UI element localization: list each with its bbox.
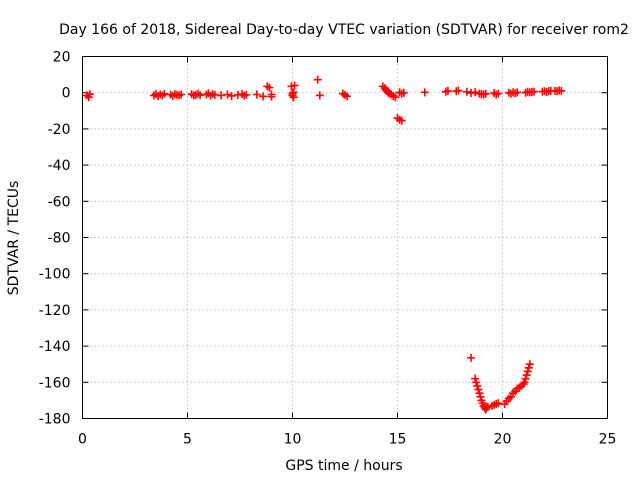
data-point — [467, 353, 475, 362]
x-tick-label: 10 — [284, 432, 302, 448]
data-point — [443, 86, 452, 95]
data-point — [267, 92, 276, 101]
data-point — [85, 90, 94, 99]
data-point — [259, 92, 268, 101]
x-axis-label: GPS time / hours — [285, 458, 402, 474]
data-point — [227, 91, 236, 100]
data-point — [242, 90, 251, 99]
data-point — [265, 83, 274, 92]
y-tick-label: -180 — [39, 412, 71, 428]
y-tick-label: -60 — [48, 194, 71, 210]
y-axis-label: SDTVAR / TECUs — [6, 181, 22, 296]
data-point — [522, 371, 531, 380]
chart-title: Day 166 of 2018, Sidereal Day-to-day VTE… — [59, 22, 629, 38]
data-point — [481, 89, 490, 98]
data-point — [523, 367, 532, 376]
data-point — [391, 93, 400, 102]
data-point — [397, 116, 406, 125]
data-point — [513, 88, 522, 97]
data-point — [399, 88, 408, 97]
x-tick-label: 0 — [78, 432, 87, 448]
y-tick-label: -40 — [48, 158, 71, 174]
data-points — [82, 75, 566, 414]
data-point — [177, 90, 186, 99]
data-point — [420, 88, 429, 97]
data-point — [474, 385, 483, 394]
x-tick-label: 20 — [494, 432, 512, 448]
tick-labels: 0 5 10 15 20 25 20 0 -20 -40 -60 -80 -100 -120 -140 -16… — [39, 50, 617, 448]
data-point — [217, 91, 226, 100]
y-tick-label: -20 — [48, 122, 71, 138]
data-point — [315, 91, 324, 100]
data-point — [473, 381, 482, 390]
y-tick-label: -120 — [39, 303, 71, 319]
data-point — [471, 374, 480, 383]
data-point — [471, 88, 480, 97]
y-tick-label: -100 — [39, 267, 71, 283]
x-tick-label: 5 — [183, 432, 192, 448]
data-point — [524, 363, 533, 372]
data-point — [289, 93, 298, 102]
plot-frame — [82, 56, 608, 419]
data-point — [483, 402, 492, 411]
data-point — [520, 378, 529, 387]
data-point — [454, 86, 463, 95]
y-tick-label: 0 — [62, 86, 71, 102]
data-point — [521, 374, 530, 383]
y-tick-label: -160 — [39, 375, 71, 391]
y-tick-label: 20 — [53, 50, 71, 66]
x-tick-label: 15 — [389, 432, 407, 448]
y-tick-label: -140 — [39, 339, 71, 355]
data-point — [530, 87, 538, 96]
data-point — [462, 87, 471, 96]
data-point — [494, 89, 503, 98]
data-point — [525, 360, 534, 369]
data-point — [519, 380, 528, 389]
data-point — [223, 90, 232, 99]
y-tick-label: -80 — [48, 231, 71, 247]
data-point — [476, 392, 485, 401]
data-point — [494, 399, 503, 408]
data-point — [313, 75, 322, 84]
data-point — [290, 81, 299, 90]
data-point — [475, 389, 484, 398]
data-point — [343, 92, 352, 101]
data-point — [252, 90, 261, 99]
data-point — [482, 403, 491, 412]
data-point — [557, 86, 566, 95]
data-point — [472, 378, 481, 387]
data-point — [467, 89, 475, 98]
x-tick-label: 25 — [599, 432, 617, 448]
